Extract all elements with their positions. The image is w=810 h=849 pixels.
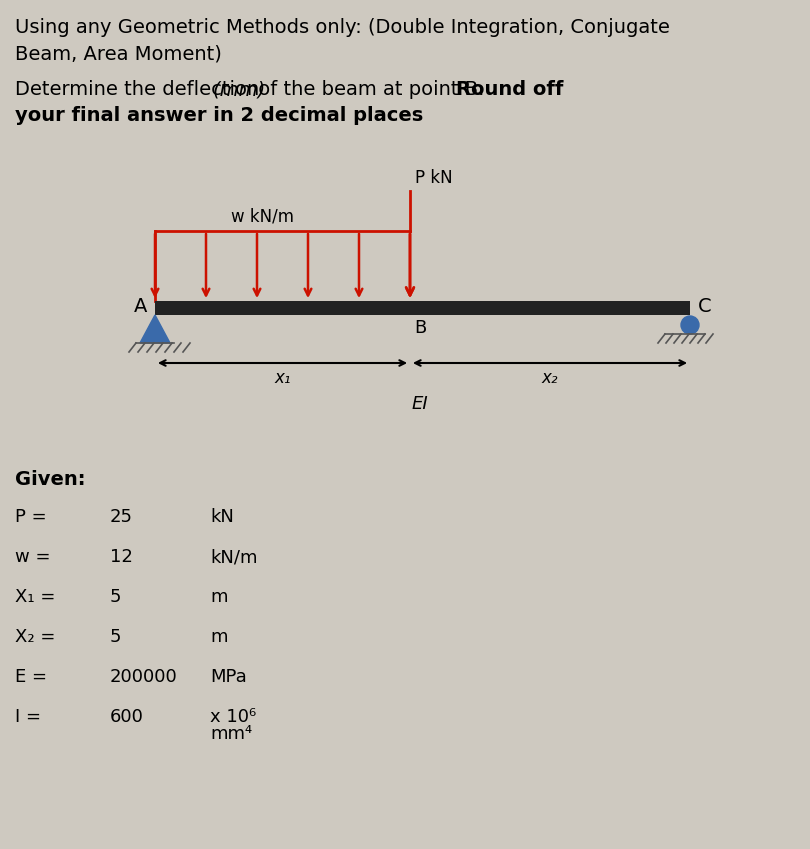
Text: 5: 5 [110,588,122,606]
Text: 12: 12 [110,548,133,566]
Polygon shape [140,315,170,343]
Text: A: A [134,296,147,316]
Text: x 10⁶: x 10⁶ [210,708,256,726]
Text: E =: E = [15,668,47,686]
Text: X₁ =: X₁ = [15,588,55,606]
Text: your final answer in 2 decimal places: your final answer in 2 decimal places [15,106,424,125]
Text: Using any Geometric Methods only: (Double Integration, Conjugate: Using any Geometric Methods only: (Doubl… [15,18,670,37]
Text: EI: EI [411,395,428,413]
Text: (mm): (mm) [213,80,266,99]
Text: B: B [414,319,426,337]
Text: Given:: Given: [15,470,86,489]
Text: kN/m: kN/m [210,548,258,566]
Text: w =: w = [15,548,50,566]
Text: m: m [210,588,228,606]
Text: P kN: P kN [415,169,453,187]
Text: kN: kN [210,508,234,526]
Text: MPa: MPa [210,668,247,686]
Text: Determine the deflection: Determine the deflection [15,80,266,99]
Text: C: C [698,296,712,316]
Text: P =: P = [15,508,47,526]
Text: I =: I = [15,708,41,726]
Text: m: m [210,628,228,646]
Text: of the beam at point B.: of the beam at point B. [252,80,491,99]
Text: w kN/m: w kN/m [231,207,294,225]
Circle shape [681,316,699,334]
Text: Beam, Area Moment): Beam, Area Moment) [15,44,222,63]
Text: 200000: 200000 [110,668,177,686]
Text: X₂ =: X₂ = [15,628,55,646]
Text: 600: 600 [110,708,144,726]
Bar [155,301,690,315]
Text: x₁: x₁ [275,369,291,387]
Text: x₂: x₂ [542,369,558,387]
Text: mm⁴: mm⁴ [210,725,252,743]
Text: Round off: Round off [456,80,564,99]
Text: 5: 5 [110,628,122,646]
Text: 25: 25 [110,508,133,526]
